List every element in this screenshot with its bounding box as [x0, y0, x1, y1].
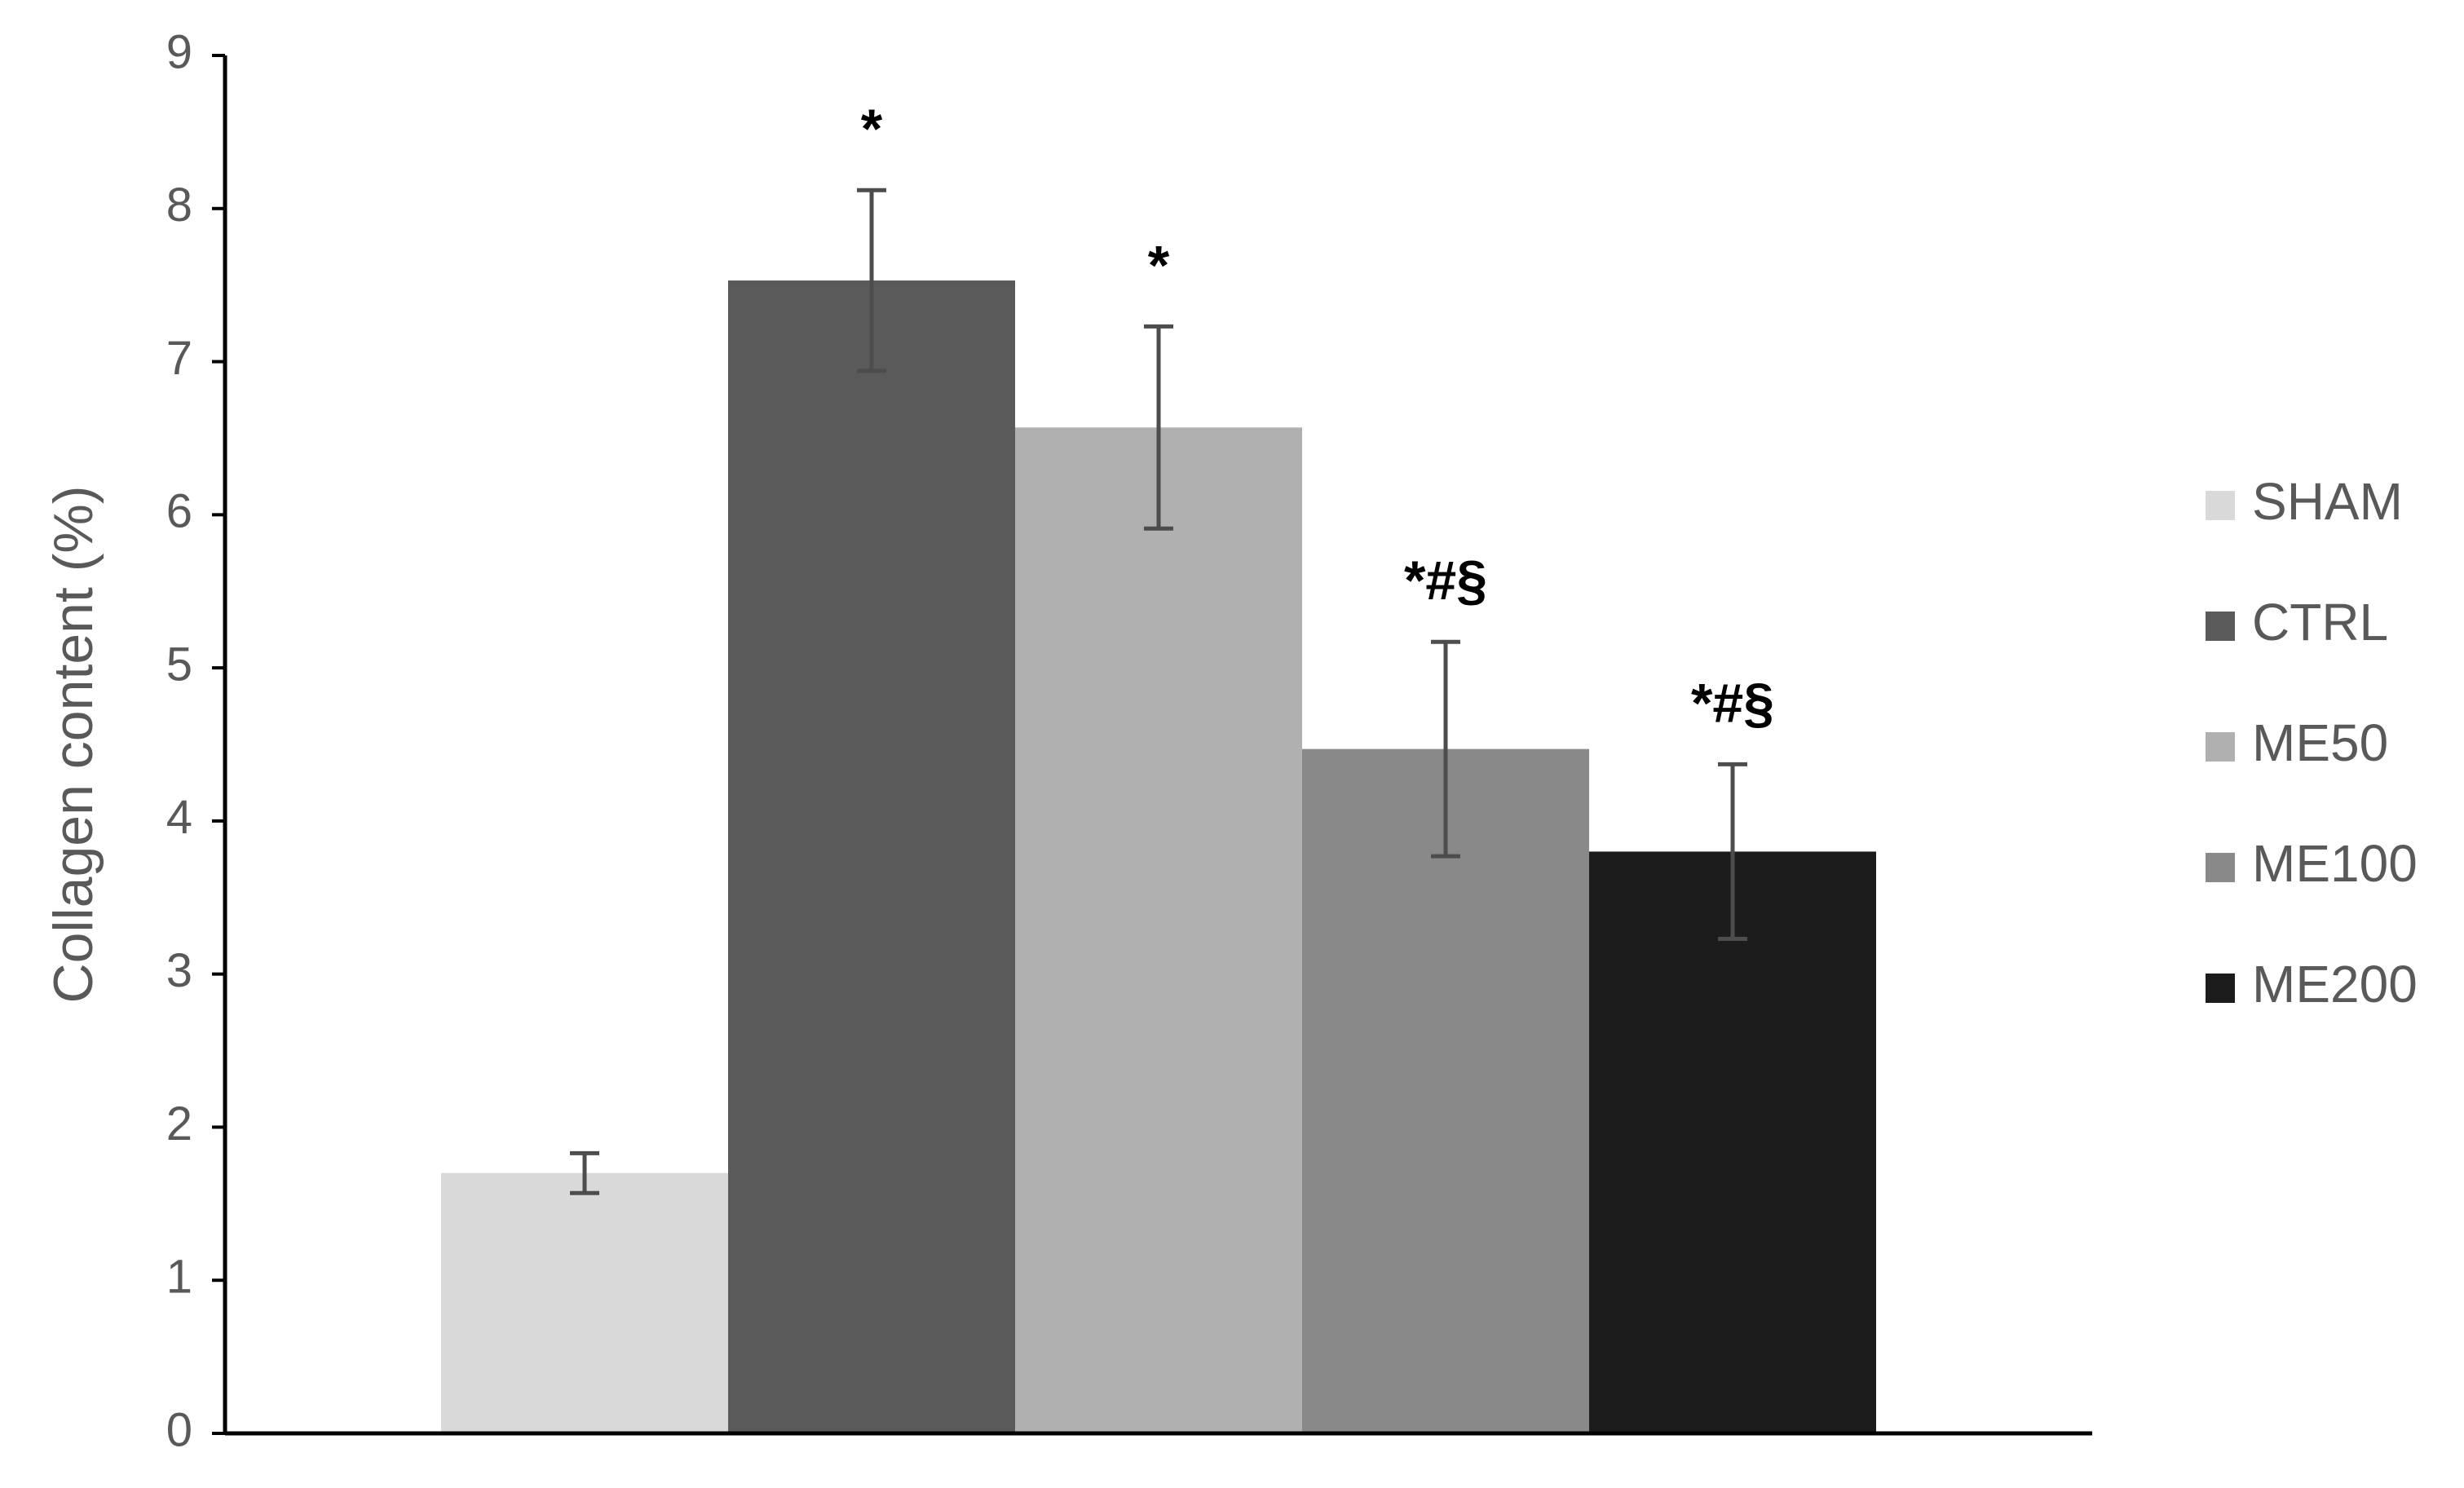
bar [1302, 748, 1589, 1433]
legend-label: ME50 [2252, 713, 2388, 772]
legend-label: CTRL [2252, 593, 2388, 651]
error-bar [570, 1150, 599, 1195]
error-bar [1718, 762, 1747, 941]
y-tick-label: 0 [166, 1403, 192, 1456]
bar [441, 1172, 728, 1433]
legend-label: ME200 [2252, 955, 2418, 1013]
bar [1589, 851, 1876, 1433]
significance-label: * [1148, 234, 1170, 296]
legend-label: SHAM [2252, 472, 2403, 531]
y-tick-label: 6 [166, 485, 192, 538]
legend-swatch [2206, 732, 2235, 762]
significance-label: *#§ [1404, 550, 1487, 612]
y-tick-label: 7 [166, 332, 192, 385]
bar [728, 280, 1015, 1433]
y-axis-label: Collagen content (%) [42, 485, 104, 1003]
y-tick-label: 5 [166, 638, 192, 691]
legend-swatch [2206, 612, 2235, 641]
legend-swatch [2206, 974, 2235, 1003]
legend-swatch [2206, 853, 2235, 882]
significance-label: * [861, 98, 883, 160]
error-bar [1144, 324, 1173, 531]
bar [1015, 427, 1302, 1433]
y-tick-label: 2 [166, 1097, 192, 1150]
y-tick-label: 8 [166, 179, 192, 232]
significance-label: *#§ [1691, 672, 1774, 734]
legend-swatch [2206, 491, 2235, 520]
y-tick-label: 1 [166, 1251, 192, 1304]
legend-label: ME100 [2252, 834, 2418, 893]
error-bar [1431, 639, 1460, 859]
y-tick-label: 3 [166, 944, 192, 997]
y-tick-label: 4 [166, 791, 192, 844]
y-tick-label: 9 [166, 25, 192, 78]
error-bar [857, 188, 886, 373]
